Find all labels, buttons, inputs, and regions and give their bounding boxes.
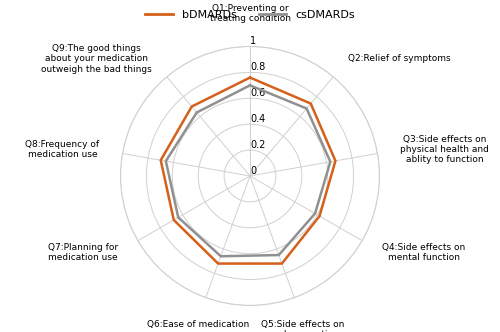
Text: Q7:Planning for
medication use: Q7:Planning for medication use (48, 243, 117, 262)
Text: Q2:Relief of symptoms: Q2:Relief of symptoms (348, 54, 451, 63)
Text: Q8:Frequency of
medication use: Q8:Frequency of medication use (26, 140, 100, 159)
Text: Q1:Preventing or
treating condition: Q1:Preventing or treating condition (210, 4, 290, 23)
Text: Q4:Side effects on
mental function: Q4:Side effects on mental function (382, 243, 466, 262)
Text: Q9:The good things
about your medication
outweigh the bad things: Q9:The good things about your medication… (41, 44, 152, 74)
Text: Q3:Side effects on
physical health and
ablity to function: Q3:Side effects on physical health and a… (400, 134, 490, 164)
Text: Q6:Ease of medication
use: Q6:Ease of medication use (146, 319, 249, 332)
Text: Q5:Side effects on
mood or emotions: Q5:Side effects on mood or emotions (260, 319, 344, 332)
Legend: bDMARDs, csDMARDs: bDMARDs, csDMARDs (140, 6, 360, 25)
